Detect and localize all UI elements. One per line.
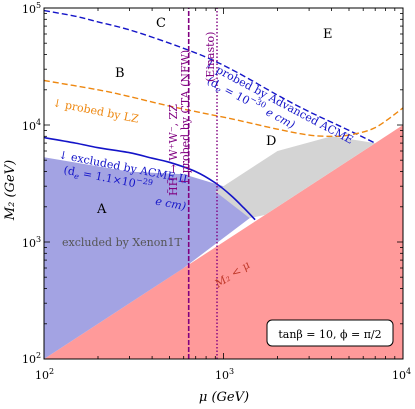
x-tick-labels: 102 103 104 (35, 367, 411, 382)
parameter-box (266, 319, 394, 347)
line-acme2 (44, 136, 256, 221)
y-tick-label: 102 (22, 351, 41, 366)
region-label-c: C (156, 16, 166, 31)
y-tick-label: 105 (22, 1, 41, 16)
line-lz (44, 79, 403, 138)
cta-label-line1: H̃H̃ → W⁺W⁻, ZZ (167, 104, 180, 196)
y-tick-labels: 102 103 104 105 (22, 1, 41, 366)
x-tick-label: 103 (215, 367, 234, 382)
einasto-label: (Einasto) (204, 32, 217, 82)
region-label-a: A (96, 202, 107, 217)
region-xenon-excluded (44, 157, 250, 359)
tick-marks (43, 7, 404, 360)
x-tick-label: 104 (392, 367, 411, 382)
region-label-d: D (266, 134, 276, 149)
parameter-label: tanβ = 10, ϕ = π/2 (278, 328, 381, 341)
region-label-e: E (323, 27, 333, 42)
region-grey-band (215, 136, 376, 219)
y-tick-label: 104 (22, 118, 41, 133)
x-tick-label: 102 (35, 367, 54, 382)
acme2-label-line3: e cm) (154, 195, 187, 214)
x-axis-label: μ (GeV) (199, 390, 249, 405)
cta-label-line2: ↑ probed by CTA (NFW) (179, 50, 192, 186)
region-label-b: B (115, 66, 125, 81)
lz-label: ↓ probed by LZ (51, 96, 140, 126)
xenon-label: excluded by Xenon1T (62, 236, 182, 249)
line-advanced-acme (44, 9, 376, 144)
y-tick-label: 103 (22, 235, 41, 250)
y-axis-label: M₂ (GeV) (3, 160, 18, 221)
adv-acme-label-line1: ↓ probed by Advanced ACME (203, 57, 356, 146)
